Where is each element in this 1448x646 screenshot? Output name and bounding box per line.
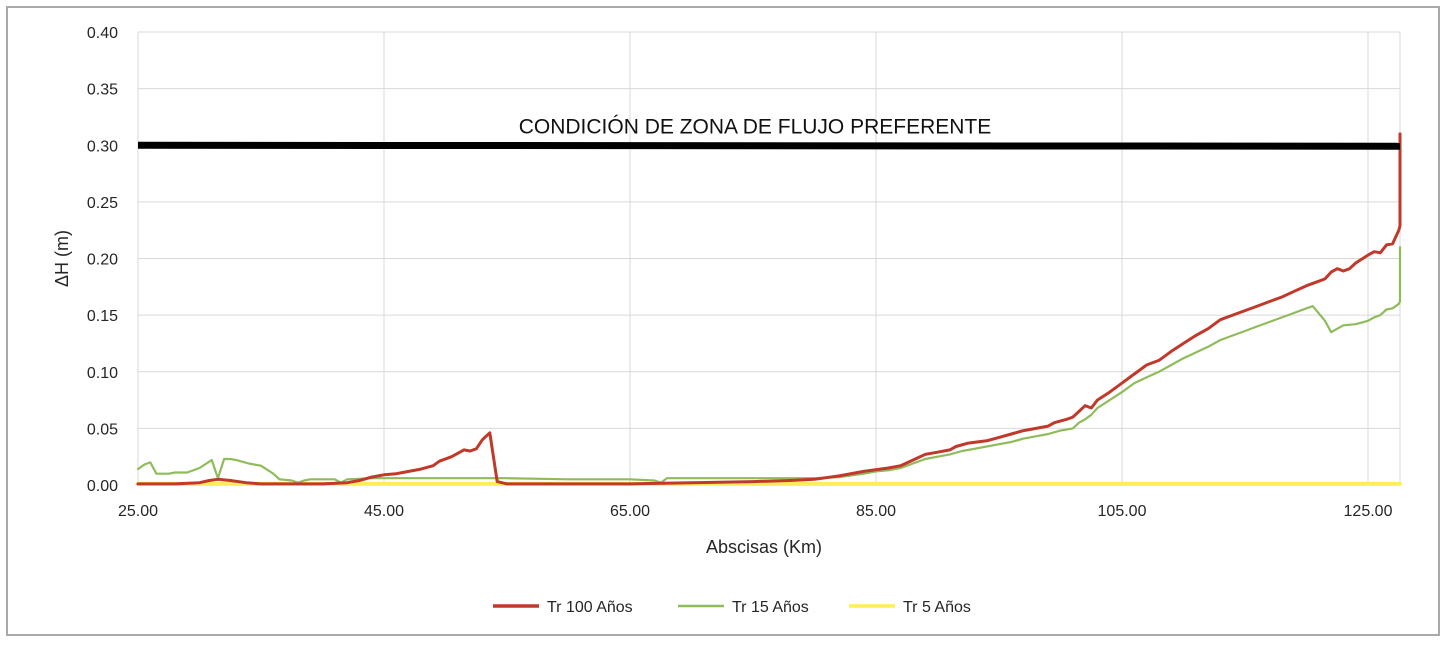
chart-frame — [6, 6, 1440, 636]
y-tick-label: 0.20 — [87, 252, 118, 269]
gridlines — [137, 31, 1401, 486]
x-tick-label: 85.00 — [856, 503, 896, 520]
y-tick-label: 0.15 — [87, 308, 118, 325]
legend-label: Tr 5 Años — [903, 599, 971, 616]
threshold: CONDICIÓN DE ZONA DE FLUJO PREFERENTE — [137, 115, 1401, 150]
y-tick-label: 0.25 — [87, 195, 118, 212]
x-axis-label: Abscisas (Km) — [706, 537, 822, 557]
threshold-line — [137, 141, 1401, 150]
y-tick-label: 0.00 — [87, 478, 118, 495]
x-tick-labels: 25.00 45.00 65.00 85.00 105.00 125.00 — [118, 503, 1393, 520]
y-tick-label: 0.35 — [87, 82, 118, 99]
series-line-tr-100-a-os — [136, 132, 1402, 486]
y-tick-labels: 0.00 0.05 0.10 0.15 0.20 0.25 0.30 0.35 0.40 — [87, 25, 118, 495]
y-tick-label: 0.40 — [87, 25, 118, 42]
threshold-label: CONDICIÓN DE ZONA DE FLUJO PREFERENTE — [519, 115, 992, 138]
series-lines — [136, 132, 1402, 486]
x-tick-label: 25.00 — [118, 503, 158, 520]
x-tick-label: 125.00 — [1344, 503, 1393, 520]
x-tick-label: 45.00 — [364, 503, 404, 520]
series-line-tr-15-a-os — [136, 246, 1402, 484]
x-tick-label: 105.00 — [1098, 503, 1147, 520]
legend: Tr 100 Años Tr 15 Años Tr 5 Años — [493, 599, 971, 616]
y-axis-label: ΔH (m) — [52, 230, 72, 287]
legend-label: Tr 15 Años — [732, 599, 809, 616]
legend-label: Tr 100 Años — [547, 599, 633, 616]
y-tick-label: 0.05 — [87, 421, 118, 438]
y-tick-label: 0.30 — [87, 138, 118, 155]
y-tick-label: 0.10 — [87, 365, 118, 382]
x-tick-label: 65.00 — [610, 503, 650, 520]
